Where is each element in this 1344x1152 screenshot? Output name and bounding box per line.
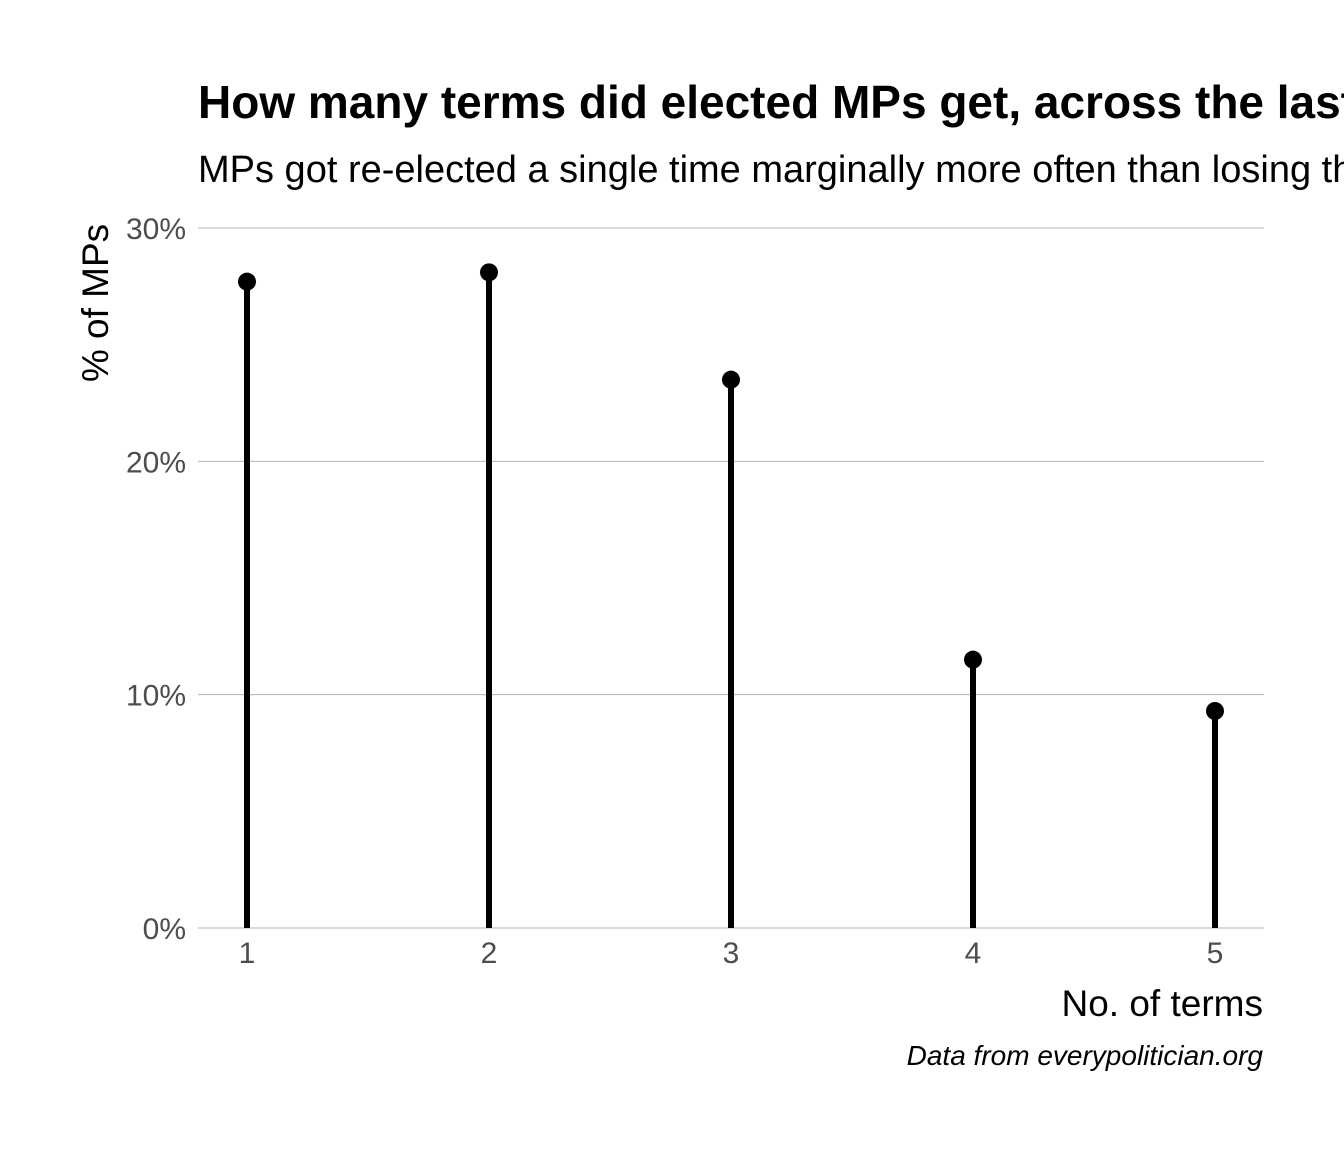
- y-tick-label: 0%: [143, 913, 186, 946]
- point-1: [238, 272, 256, 291]
- chart-caption: Data from everypolitician.org: [907, 1040, 1264, 1071]
- chart-subtitle: MPs got re-elected a single time margina…: [198, 149, 1344, 191]
- x-tick-label: 2: [481, 937, 498, 970]
- point-5: [1206, 702, 1224, 720]
- data-marks: [238, 263, 1224, 928]
- y-axis-tick-labels: 0% 10% 20% 30%: [126, 213, 186, 946]
- x-tick-label: 1: [239, 937, 256, 970]
- y-tick-label: 10%: [126, 680, 186, 713]
- x-axis-tick-labels: 1 2 3 4 5: [239, 937, 1224, 970]
- x-axis-title: No. of terms: [1062, 983, 1264, 1024]
- y-tick-label: 20%: [126, 446, 186, 479]
- point-4: [964, 650, 982, 669]
- y-axis-title: % of MPs: [75, 224, 116, 382]
- chart-title: How many terms did elected MPs get, acro…: [198, 76, 1344, 128]
- point-2: [480, 263, 498, 282]
- point-3: [722, 370, 740, 389]
- y-tick-label: 30%: [126, 213, 186, 246]
- x-tick-label: 3: [723, 937, 740, 970]
- x-tick-label: 5: [1207, 937, 1224, 970]
- x-tick-label: 4: [965, 937, 982, 970]
